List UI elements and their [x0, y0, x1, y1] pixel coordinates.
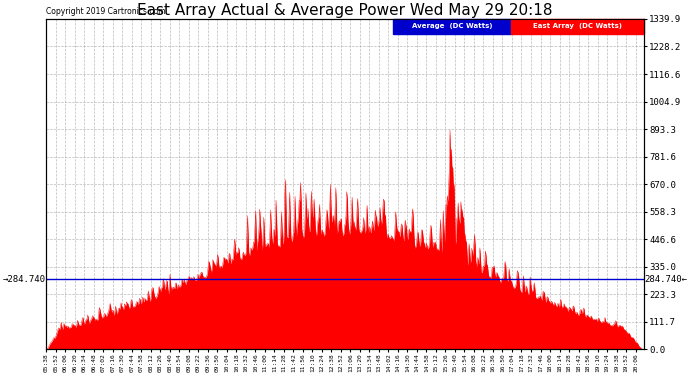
Text: →284.740: →284.740: [3, 274, 46, 284]
Title: East Array Actual & Average Power Wed May 29 20:18: East Array Actual & Average Power Wed Ma…: [137, 3, 553, 18]
Text: Copyright 2019 Cartronics.com: Copyright 2019 Cartronics.com: [46, 7, 166, 16]
Text: 284.740←: 284.740←: [644, 274, 687, 284]
